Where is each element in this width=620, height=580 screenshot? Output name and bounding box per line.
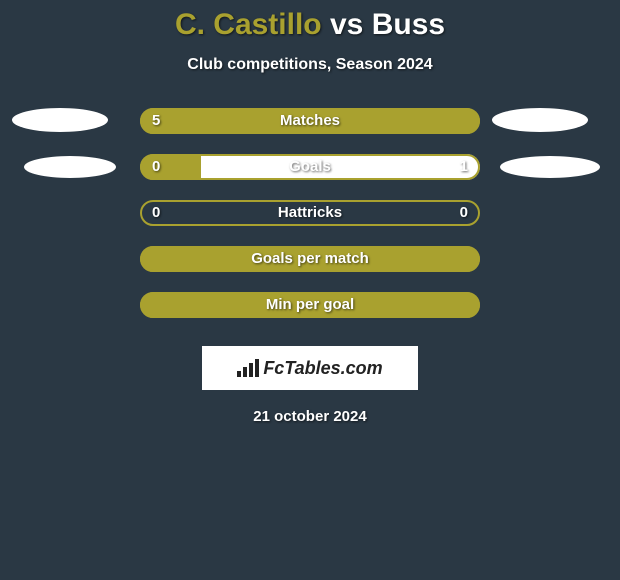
player2-name: Buss [372, 8, 445, 41]
bar-track [140, 292, 480, 318]
logo: FcTables.com [237, 358, 382, 379]
bar-fill-p1 [140, 154, 201, 180]
ellipse-right [500, 156, 600, 178]
ellipse-right [492, 108, 588, 132]
bar-fill-p1 [140, 108, 480, 134]
stat-row: Min per goal [0, 292, 620, 338]
subtitle: Club competitions, Season 2024 [0, 56, 620, 74]
ellipse-left [24, 156, 116, 178]
date-label: 21 october 2024 [0, 408, 620, 425]
bar-chart-icon [237, 359, 259, 377]
stat-row: Matches5 [0, 108, 620, 154]
stat-row: Hattricks00 [0, 200, 620, 246]
bar-fill-p2 [201, 154, 480, 180]
bar-fill-p1 [140, 292, 480, 318]
bar-track [140, 246, 480, 272]
bar-fill-p1 [140, 246, 480, 272]
vs-label: vs [330, 8, 363, 41]
stat-rows: Matches5Goals01Hattricks00Goals per matc… [0, 108, 620, 338]
stat-value-p1: 0 [152, 200, 160, 226]
logo-box: FcTables.com [202, 346, 418, 390]
comparison-title: C. Castillo vs Buss [0, 0, 620, 42]
stat-value-p1: 5 [152, 108, 160, 134]
stat-row: Goals per match [0, 246, 620, 292]
stat-value-p2: 1 [460, 154, 468, 180]
stat-value-p1: 0 [152, 154, 160, 180]
bar-track [140, 200, 480, 226]
bar-track [140, 108, 480, 134]
player1-name: C. Castillo [175, 8, 322, 41]
bar-track [140, 154, 480, 180]
stat-value-p2: 0 [460, 200, 468, 226]
stat-row: Goals01 [0, 154, 620, 200]
logo-text: FcTables.com [263, 358, 382, 379]
ellipse-left [12, 108, 108, 132]
